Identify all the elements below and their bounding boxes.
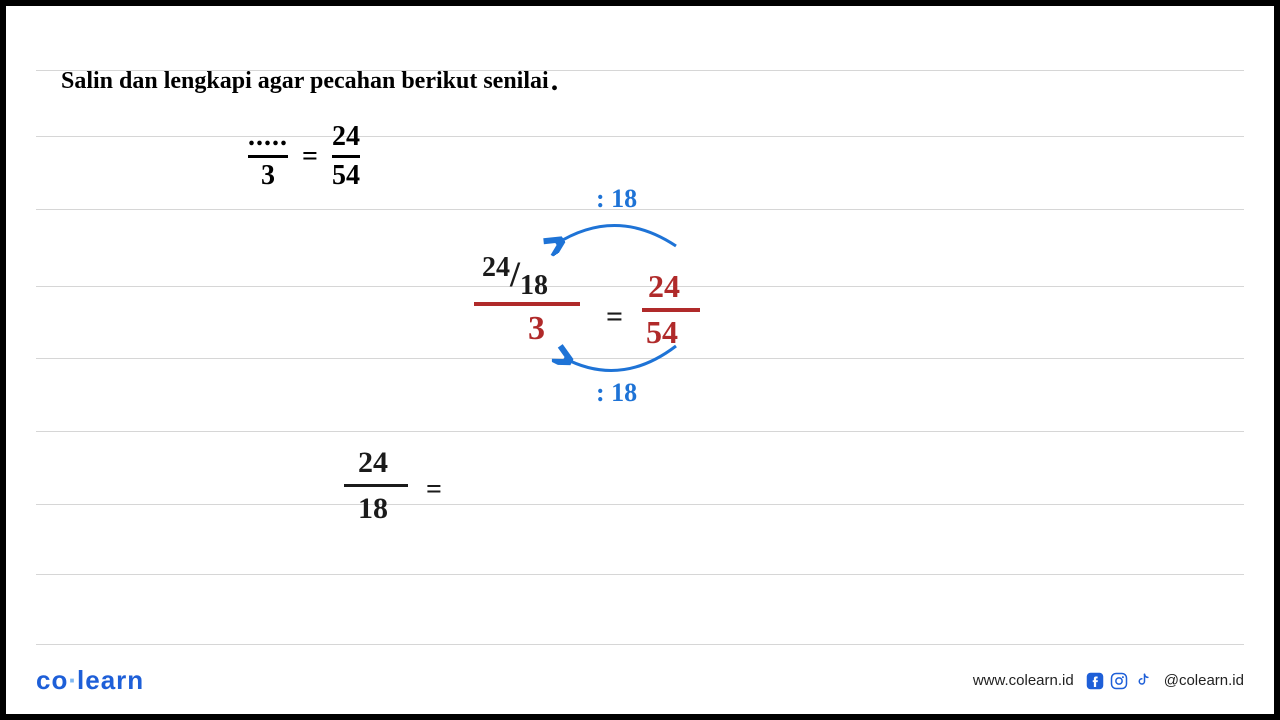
result-numerator: 24 — [358, 446, 388, 480]
brand-logo: co·learn — [36, 665, 144, 696]
result-denominator: 18 — [358, 492, 388, 526]
divide-by-label-bottom: : 18 — [596, 378, 637, 408]
footer-right: www.colearn.id @colearn.id — [973, 672, 1244, 690]
logo-suffix: learn — [77, 665, 144, 695]
social-icons — [1086, 672, 1152, 690]
instagram-icon — [1110, 672, 1128, 690]
footer-handle: @colearn.id — [1164, 672, 1244, 689]
logo-dot-icon: · — [68, 665, 77, 695]
document-frame: Salin dan lengkapi agar pecahan berikut … — [0, 0, 1280, 720]
tiktok-icon — [1134, 672, 1152, 690]
logo-prefix: co — [36, 665, 68, 695]
curved-arrow-bottom — [6, 6, 1280, 720]
footer-url: www.colearn.id — [973, 672, 1074, 689]
result-fraction-bar — [344, 484, 408, 487]
footer: co·learn www.colearn.id @colearn.id — [36, 665, 1244, 696]
facebook-icon — [1086, 672, 1104, 690]
result-equals: = — [426, 474, 442, 506]
